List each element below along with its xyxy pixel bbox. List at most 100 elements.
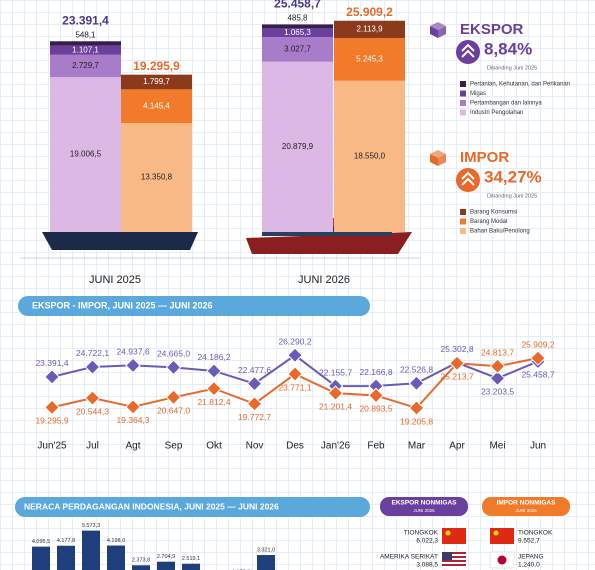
- marker: [206, 363, 222, 379]
- data-label: 25.213,7: [440, 372, 473, 382]
- marker: [449, 355, 465, 372]
- marker: [408, 375, 425, 392]
- data-label: 4.198,0: [107, 538, 125, 544]
- bar-segment: [334, 37, 405, 81]
- country: JEPANG: [518, 554, 544, 561]
- data-label: 19.364,3: [116, 415, 149, 425]
- country-value: 6.022,3: [416, 538, 438, 545]
- segment-label: 13.350,8: [141, 173, 173, 182]
- total-label: 25.458,7: [274, 0, 321, 11]
- x-tick-label: Jul: [86, 441, 99, 452]
- marker: [44, 369, 60, 385]
- data-label: 23.771,1: [278, 382, 311, 392]
- legend-swatch: [460, 109, 466, 116]
- change-value: 34,27%: [484, 167, 542, 186]
- legend-swatch: [460, 218, 466, 225]
- marker: [84, 359, 101, 375]
- data-label: 20.893,5: [359, 404, 392, 414]
- data-label: 24.937,6: [116, 347, 149, 357]
- section-title: IMPOR NONMIGAS: [497, 500, 557, 507]
- data-label: 4.177,8: [57, 538, 75, 544]
- legend-swatch: [460, 81, 466, 87]
- marker: [165, 389, 182, 406]
- legend-label: Pertanian, Kehutanan, dan Perikanan: [470, 82, 570, 88]
- bar-segment: [334, 80, 405, 232]
- country-value: 3.088,5: [416, 562, 438, 569]
- x-tick-label: Feb: [367, 441, 385, 452]
- marker: [44, 399, 60, 416]
- country-value: 1.240,0: [518, 562, 540, 569]
- marker: [206, 380, 222, 397]
- segment-label: 19.006,5: [70, 150, 102, 159]
- segment-label: 485,8: [287, 14, 308, 23]
- segment-label: 18.550,0: [354, 151, 386, 160]
- x-tick-label: Jun: [530, 441, 546, 452]
- data-label: 19.772,7: [238, 412, 271, 422]
- section-subtitle: JUNI 2026: [413, 508, 435, 513]
- cube-icon: [438, 26, 446, 38]
- flag: [442, 552, 466, 554]
- bar-segment: [50, 41, 121, 46]
- x-tick-label: Jan'26: [321, 441, 351, 452]
- bar-segment: [334, 20, 405, 38]
- x-tick-label: Jun'25: [37, 441, 67, 452]
- data-label: 22.166,8: [359, 367, 392, 377]
- segment-label: 2.113,9: [356, 24, 383, 33]
- data-label: 19.295,9: [35, 416, 68, 426]
- marker: [165, 359, 182, 376]
- flag: [445, 530, 451, 536]
- bar-segment: [50, 54, 121, 78]
- legend-label: Barang Modal: [470, 219, 507, 225]
- flag: [490, 528, 514, 544]
- flag: [493, 530, 499, 536]
- data-label: 25.302,8: [440, 344, 473, 354]
- x-tick-label: Okt: [206, 441, 222, 452]
- bar: [157, 561, 175, 570]
- data-label: 24.722,1: [76, 348, 109, 358]
- data-label: 25.909,2: [521, 339, 554, 349]
- legend-title: EKSPOR: [460, 21, 524, 38]
- segment-label: 1.799,7: [143, 77, 170, 86]
- x-tick-label: Agt: [125, 441, 140, 452]
- x-tick-label: Sep: [165, 441, 183, 452]
- arrow-icon: [461, 171, 475, 186]
- marker: [246, 396, 263, 412]
- marker: [287, 347, 303, 364]
- segment-label: 548,1: [75, 30, 96, 39]
- legend-label: Migas: [470, 91, 486, 97]
- flag: [442, 528, 466, 544]
- total-label: 19.295,9: [133, 59, 180, 73]
- legend-swatch: [460, 228, 466, 234]
- legend-swatch: [460, 90, 466, 97]
- legend-title: IMPOR: [460, 149, 509, 166]
- data-label: 2.704,9: [157, 554, 175, 560]
- legend-swatch: [460, 209, 466, 215]
- marker: [408, 400, 425, 416]
- x-tick-label: Mar: [408, 441, 426, 452]
- data-label: 24.186,2: [197, 352, 230, 362]
- arrow-icon: [461, 43, 475, 58]
- flag: [497, 555, 507, 565]
- x-tick-label: Mei: [489, 441, 505, 452]
- data-label: 4.095,5: [32, 539, 50, 545]
- data-label: 25.458,7: [521, 370, 554, 380]
- data-label: 2.519,1: [182, 556, 200, 562]
- bar-segment: [262, 61, 333, 233]
- country-value: 9.552,7: [518, 538, 540, 545]
- marker: [246, 375, 263, 392]
- data-label: 19.205,8: [400, 416, 433, 426]
- marker: [368, 387, 384, 404]
- data-label: 22.155,7: [319, 367, 352, 377]
- data-label: 24.665,0: [157, 349, 190, 359]
- section-pill: [380, 497, 468, 516]
- change-note: Dibanding Juni 2025: [487, 65, 537, 71]
- marker: [287, 366, 303, 382]
- data-label: 21.812,4: [197, 397, 230, 407]
- bar: [82, 530, 100, 570]
- marker: [489, 358, 506, 375]
- title-pill: [18, 296, 370, 316]
- country: AMERIKA SERIKAT: [380, 554, 438, 561]
- data-label: 20.544,3: [76, 406, 109, 416]
